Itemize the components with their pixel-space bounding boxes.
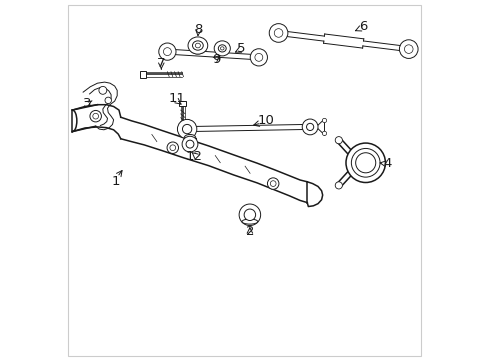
Circle shape [322, 118, 326, 123]
Circle shape [254, 53, 262, 61]
Polygon shape [140, 71, 145, 78]
Text: 1: 1 [111, 175, 120, 188]
Circle shape [239, 204, 260, 226]
Circle shape [404, 45, 412, 53]
Circle shape [93, 113, 99, 119]
Circle shape [306, 123, 313, 131]
Circle shape [105, 97, 111, 104]
Ellipse shape [184, 134, 195, 141]
Circle shape [163, 48, 171, 55]
Text: 11: 11 [168, 93, 185, 105]
Text: 7: 7 [157, 57, 165, 69]
Ellipse shape [218, 45, 226, 52]
Circle shape [399, 40, 417, 58]
Text: 4: 4 [383, 157, 391, 170]
Text: 2: 2 [245, 225, 254, 238]
Circle shape [182, 125, 191, 134]
Circle shape [250, 49, 267, 66]
Ellipse shape [242, 219, 257, 224]
Text: 12: 12 [185, 150, 203, 163]
Ellipse shape [187, 37, 207, 54]
Text: 10: 10 [257, 114, 274, 127]
Circle shape [167, 142, 178, 153]
Circle shape [335, 136, 342, 144]
Circle shape [267, 178, 278, 189]
Circle shape [335, 182, 342, 189]
Text: 8: 8 [194, 23, 203, 36]
Circle shape [269, 24, 287, 42]
Ellipse shape [192, 41, 203, 50]
Text: 5: 5 [237, 41, 245, 54]
Ellipse shape [220, 47, 224, 50]
Circle shape [351, 148, 379, 177]
Circle shape [99, 86, 106, 94]
Circle shape [270, 181, 276, 186]
Circle shape [302, 119, 317, 135]
Circle shape [159, 43, 176, 60]
Text: 9: 9 [212, 53, 220, 66]
Circle shape [274, 29, 282, 37]
Circle shape [355, 153, 375, 173]
Circle shape [185, 140, 194, 148]
Text: 3: 3 [83, 97, 91, 110]
Circle shape [346, 143, 385, 183]
Circle shape [182, 136, 198, 152]
Polygon shape [179, 101, 186, 106]
Circle shape [169, 145, 175, 150]
Circle shape [244, 209, 255, 221]
Circle shape [177, 120, 196, 139]
Ellipse shape [214, 41, 230, 56]
Circle shape [322, 131, 326, 135]
Text: 6: 6 [358, 20, 366, 33]
Ellipse shape [195, 43, 200, 48]
Circle shape [90, 111, 101, 122]
